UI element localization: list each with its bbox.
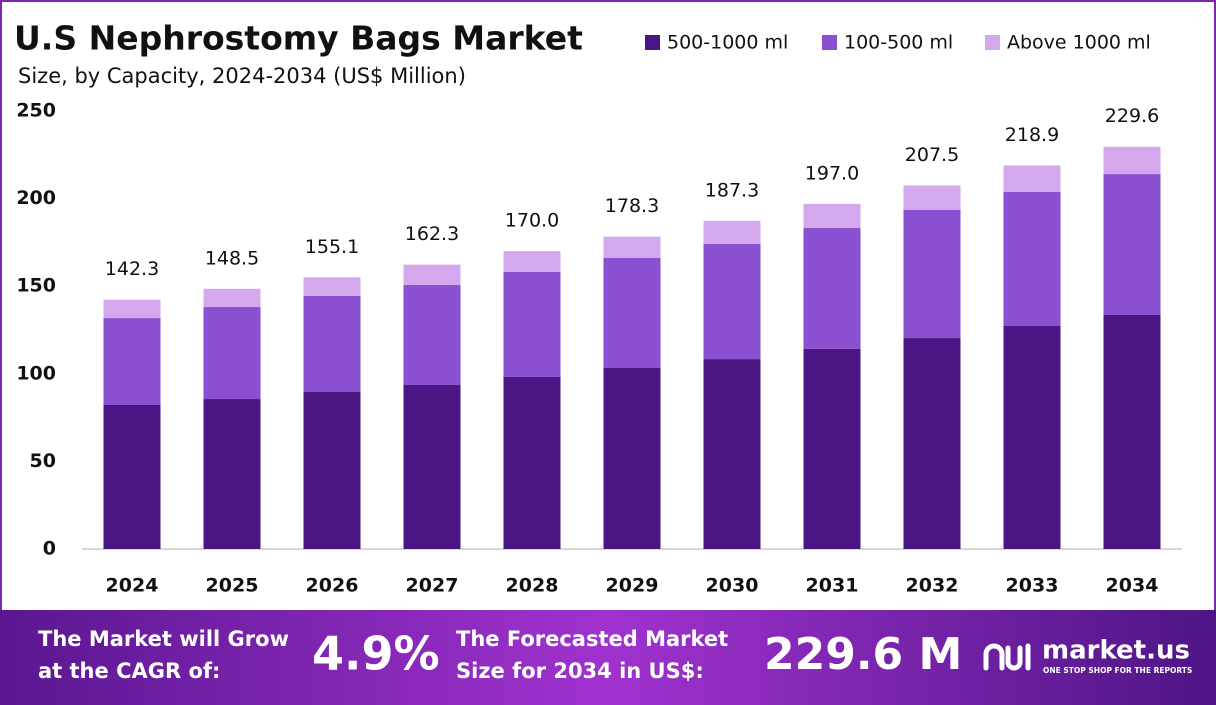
bar-segment [303,277,361,297]
footer-text: The Market will Grow [38,627,289,651]
bar-segment [1103,146,1161,175]
bar-segment [703,243,761,360]
bar-segment [803,348,861,549]
brand-tagline: ONE STOP SHOP FOR THE REPORTS [1043,666,1192,675]
footer-value: 229.6 M [764,629,962,680]
bar-segment [1003,325,1061,549]
x-tick-label: 2028 [506,575,559,597]
legend-swatch [645,35,660,50]
bar-segment [203,288,261,308]
total-label: 162.3 [405,223,459,245]
total-label: 207.5 [905,144,959,166]
x-tick-label: 2031 [806,575,859,597]
chart-title: U.S Nephrostomy Bags Market [14,19,583,58]
bar-segment [403,264,461,285]
bar-segment [603,257,661,369]
bar-segment [903,185,961,210]
y-tick-label: 200 [16,187,56,209]
bar-segment [303,296,361,393]
brand-name: market.us [1042,636,1190,666]
x-tick-label: 2025 [206,575,259,597]
total-label: 197.0 [805,162,859,184]
y-tick-label: 0 [43,538,56,560]
total-label: 148.5 [205,247,259,269]
x-tick-label: 2033 [1006,575,1059,597]
total-label: 155.1 [305,236,359,258]
bar-segment [603,236,661,258]
total-label: 142.3 [105,258,159,280]
legend-swatch [985,35,1000,50]
y-tick-label: 150 [16,275,56,297]
bar-segment [703,359,761,549]
chart-subtitle: Size, by Capacity, 2024-2034 (US$ Millio… [18,64,466,88]
legend-swatch [822,35,837,50]
y-tick-label: 250 [16,100,56,122]
total-label: 229.6 [1105,105,1159,127]
bar-segment [1103,174,1161,315]
x-tick-label: 2034 [1106,575,1159,597]
x-tick-label: 2027 [406,575,459,597]
total-label: 218.9 [1005,124,1059,146]
x-tick-label: 2024 [106,575,159,597]
bar-segment [703,220,761,244]
brand-logo [983,643,1031,671]
bar-segment [903,209,961,339]
footer: The Market will Grow at the CAGR of: 4.9… [0,610,1216,705]
bar-segment [903,338,961,549]
bar-segment [603,368,661,549]
bar-segment [803,228,861,349]
bar-segment [503,376,561,549]
footer-background [0,610,1216,705]
x-tick-label: 2029 [606,575,659,597]
legend-label: 100-500 ml [844,32,953,54]
bar-segment [403,385,461,549]
bar-segment [103,318,161,405]
footer-value: 4.9% [312,627,440,681]
bar-segment [503,251,561,273]
bar-segment [303,392,361,549]
total-label: 187.3 [705,179,759,201]
x-tick-label: 2032 [906,575,959,597]
bar-segment [1103,314,1161,549]
total-label: 170.0 [505,210,559,232]
footer-text: at the CAGR of: [38,659,220,683]
bar-segment [1003,165,1061,192]
total-label: 178.3 [605,195,659,217]
legend-label: 500-1000 ml [667,32,788,54]
bar-segment [1003,191,1061,326]
bar-segment [203,399,261,549]
footer-text: Size for 2034 in US$: [456,659,704,683]
x-tick-label: 2030 [706,575,759,597]
legend-label: Above 1000 ml [1007,32,1151,54]
bar-segment [103,404,161,549]
bar-segment [203,307,261,400]
bar-segment [103,299,161,319]
footer-text: The Forecasted Market [456,627,728,651]
bar-segment [803,203,861,229]
x-tick-label: 2026 [306,575,359,597]
bar-segment [503,272,561,377]
y-tick-label: 50 [30,450,56,472]
bar-segment [403,284,461,386]
y-tick-label: 100 [16,362,56,384]
